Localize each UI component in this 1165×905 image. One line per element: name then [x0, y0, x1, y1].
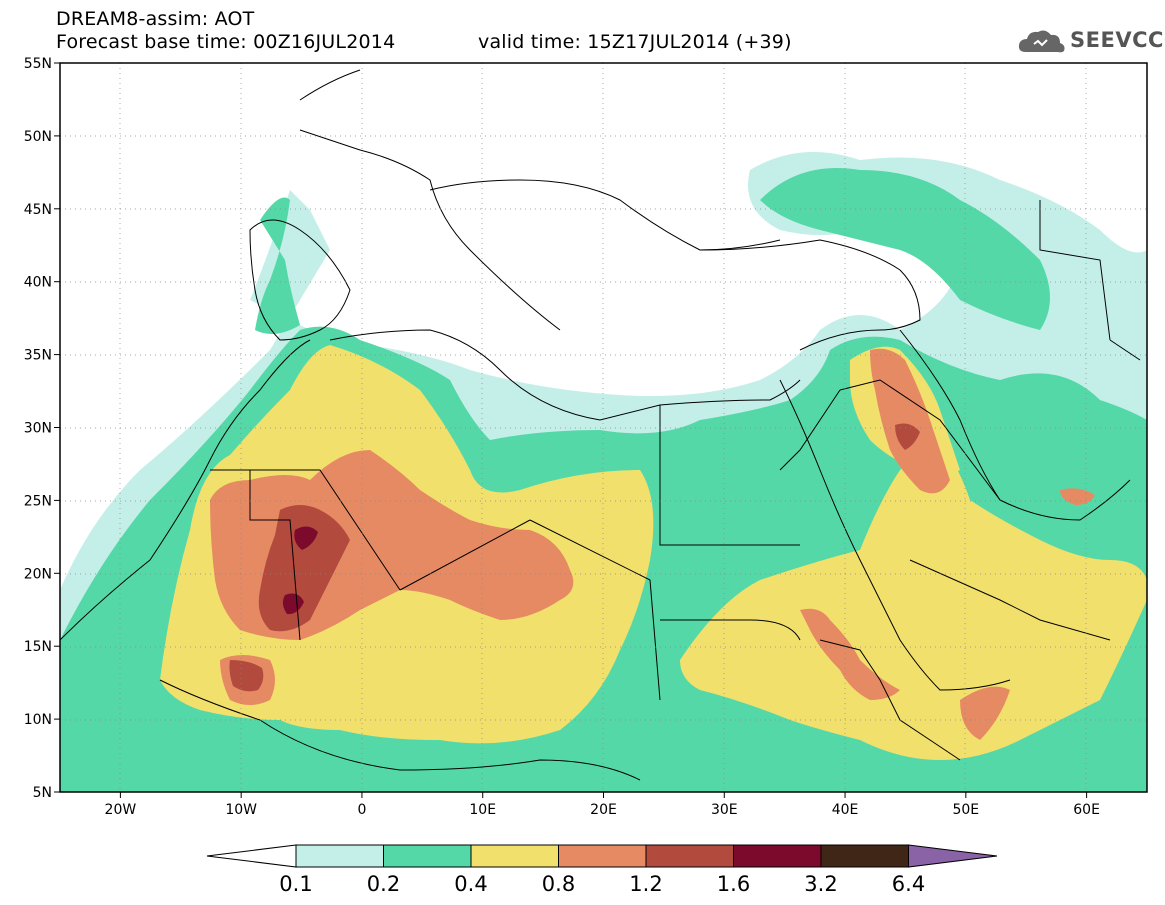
lat-tick-label: 10N: [24, 712, 52, 728]
lat-tick-label: 45N: [24, 202, 52, 218]
lon-tick-label: 10W: [225, 802, 257, 818]
lon-tick-label: 60E: [1073, 802, 1100, 818]
lat-tick-label: 25N: [24, 493, 52, 509]
logo-text: SEEVCCC: [1070, 28, 1165, 52]
forecast-base-time: Forecast base time: 00Z16JUL2014: [56, 31, 396, 53]
colorbar-segment: [733, 844, 822, 868]
aot-region-16-32: [282, 526, 318, 615]
colorbar-label: 3.2: [804, 872, 837, 896]
lat-tick-label: 40N: [24, 275, 52, 291]
gridlines: [60, 63, 1147, 792]
colorbar-segment: [820, 844, 909, 868]
colorbar-label: 0.2: [367, 872, 400, 896]
lon-tick-label: 40E: [832, 802, 859, 818]
colorbar: 0.1 0.2 0.4 0.8 1.2 1.6 3.2 6.4: [206, 844, 998, 896]
lat-tick-label: 55N: [24, 56, 52, 72]
lat-tick-label: 5N: [33, 785, 52, 801]
lon-tick-label: 20E: [590, 802, 617, 818]
longitude-axis: 20W 10W 0 10E 20E 30E 40E 50E 60E: [105, 792, 1100, 818]
valid-time: valid time: 15Z17JUL2014 (+39): [478, 31, 792, 53]
colorbar-label: 1.2: [629, 872, 662, 896]
lat-tick-label: 15N: [24, 639, 52, 655]
colorbar-segment: [295, 844, 384, 868]
country-borders: [60, 69, 1141, 781]
colorbar-label: 6.4: [892, 872, 925, 896]
lon-tick-label: 0: [357, 802, 366, 818]
colorbar-label: 0.1: [279, 872, 312, 896]
cloud-logo-icon: [1018, 30, 1065, 53]
colorbar-under-triangle: [206, 844, 297, 868]
map-title: DREAM8-assim: AOT: [56, 8, 255, 30]
lat-tick-label: 35N: [24, 348, 52, 364]
aot-field: [60, 63, 1147, 792]
colorbar-segment: [470, 844, 559, 868]
aot-region-08-12: [210, 348, 1095, 740]
colorbar-label: 0.4: [454, 872, 487, 896]
colorbar-segment: [558, 844, 647, 868]
lat-tick-label: 30N: [24, 421, 52, 437]
colorbar-segment: [645, 844, 734, 868]
lon-tick-label: 50E: [952, 802, 979, 818]
lon-tick-label: 20W: [105, 802, 137, 818]
lon-tick-label: 30E: [711, 802, 738, 818]
colorbar-over-triangle: [908, 844, 998, 868]
latitude-axis: 55N 50N 45N 40N 35N 30N 25N 20N 15N 10N 5N: [24, 56, 60, 801]
lat-tick-label: 50N: [24, 129, 52, 145]
colorbar-label: 0.8: [542, 872, 575, 896]
colorbar-label: 1.6: [717, 872, 750, 896]
lon-tick-label: 10E: [469, 802, 496, 818]
colorbar-segment: [383, 844, 472, 868]
lat-tick-label: 20N: [24, 566, 52, 582]
